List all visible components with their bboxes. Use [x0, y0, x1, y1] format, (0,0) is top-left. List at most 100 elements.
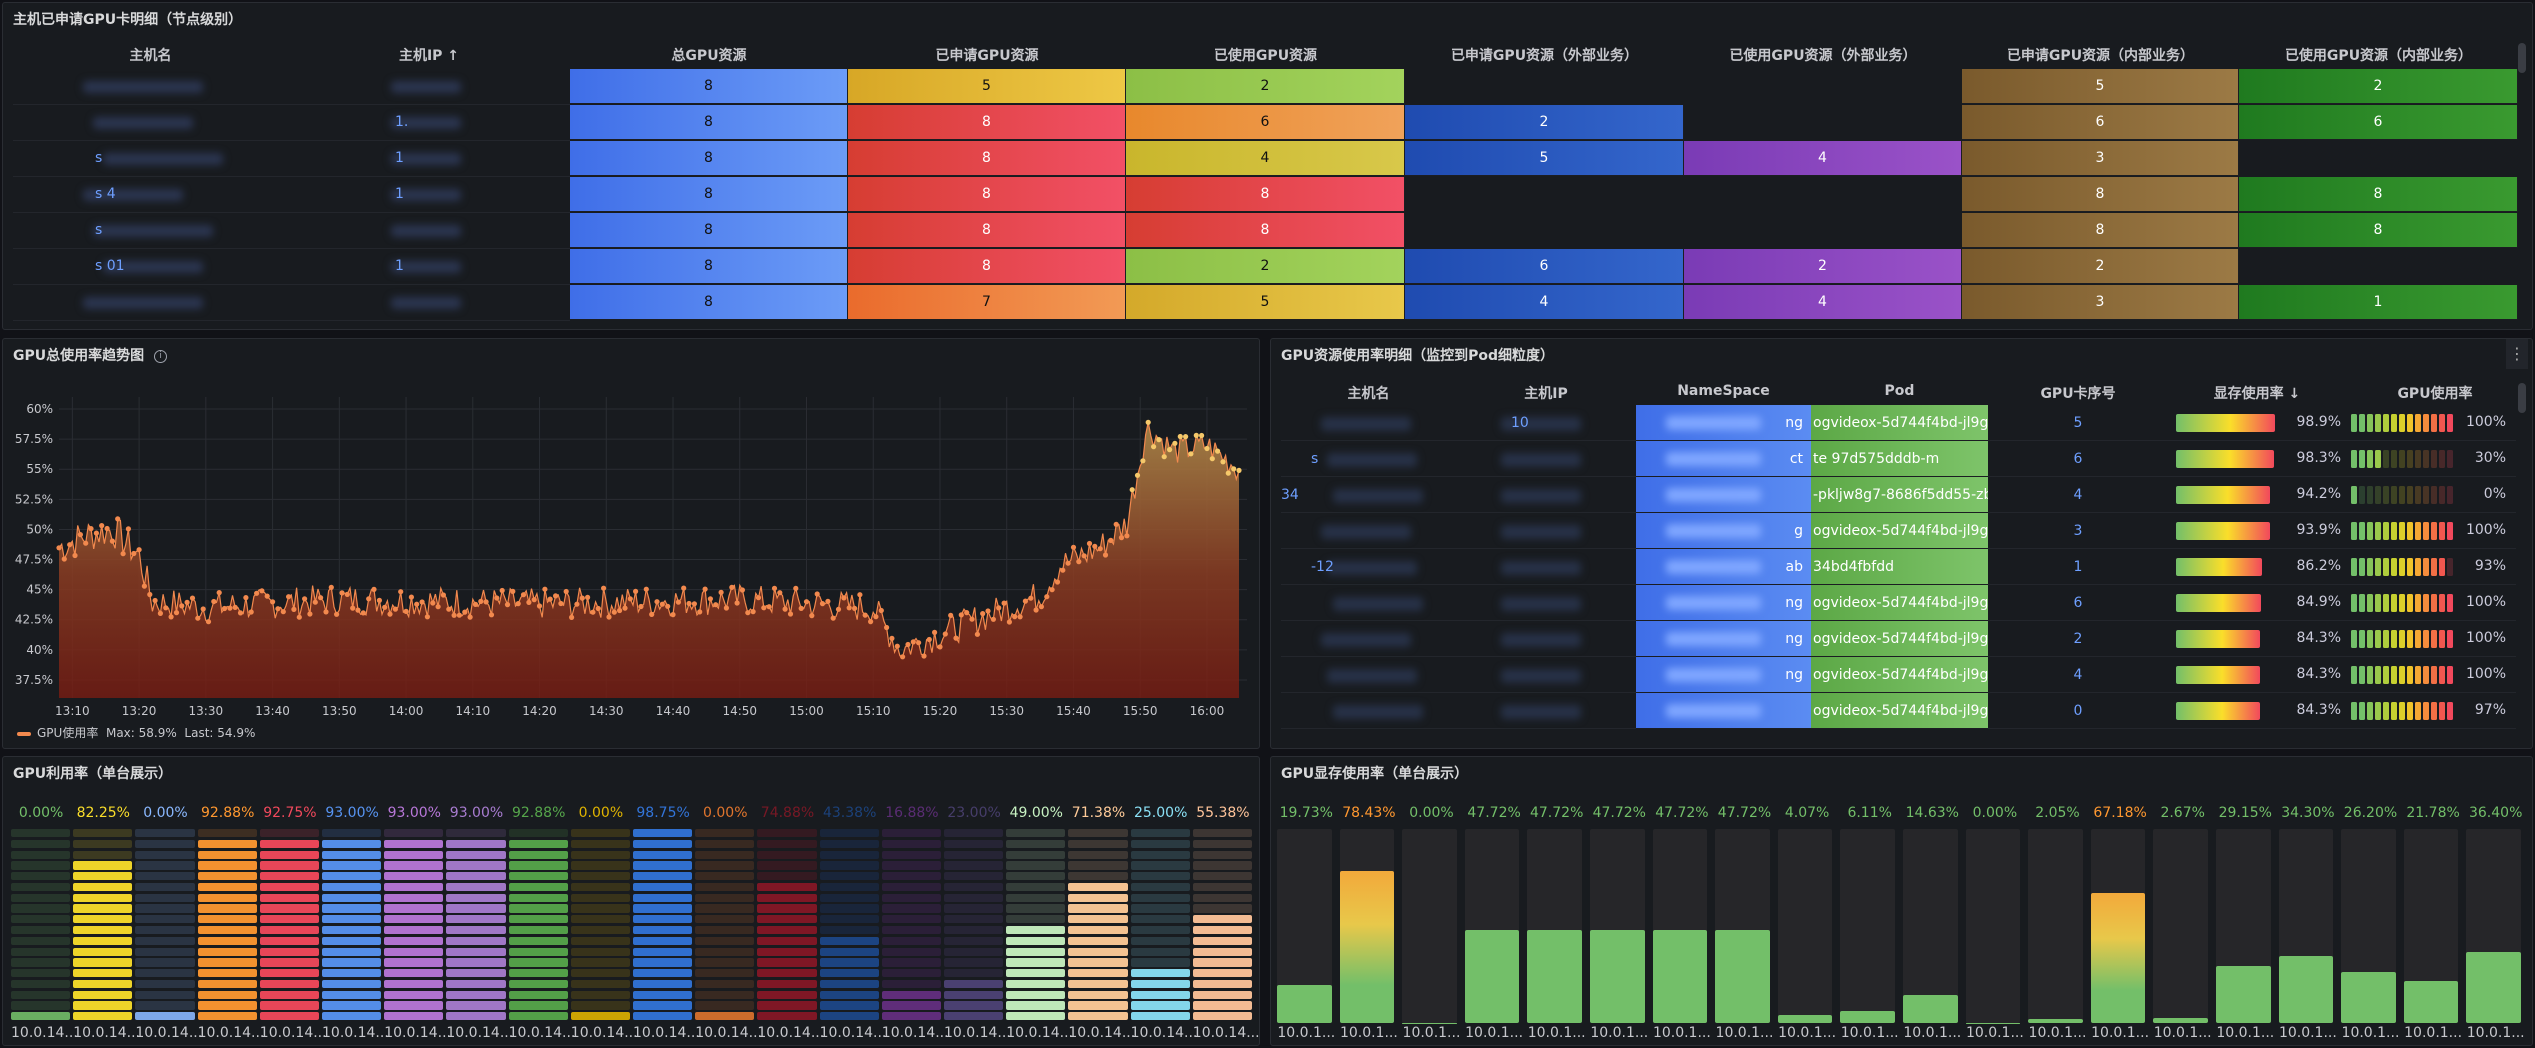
column-header[interactable]: 已申请GPU资源（外部业务）: [1450, 48, 1639, 64]
column-header[interactable]: 已使用GPU资源（内部业务）: [2284, 48, 2473, 64]
gpu-usage-gauge: [2351, 522, 2456, 540]
host-name-cell[interactable]: -12: [1311, 559, 1334, 575]
column-header[interactable]: GPU卡序号: [2040, 386, 2116, 402]
host-name-cell[interactable]: s: [95, 222, 103, 238]
host-label[interactable]: 10.0.1...: [1527, 1025, 1586, 1041]
pod-cell[interactable]: te 97d575dddb-m: [1811, 441, 1988, 477]
host-name-cell[interactable]: 34: [1281, 487, 1299, 503]
gauge-segment: [322, 1001, 382, 1010]
column-header[interactable]: NameSpace: [1677, 383, 1770, 399]
host-label[interactable]: 10.0.14...: [1130, 1025, 1198, 1041]
host-label[interactable]: 10.0.1...: [2091, 1025, 2150, 1041]
host-ip-cell[interactable]: 10: [1511, 415, 1529, 431]
host-label[interactable]: 10.0.14...: [197, 1025, 265, 1041]
host-name-cell[interactable]: s 01: [95, 258, 125, 274]
data-point: [1070, 544, 1077, 550]
gauge-segment: [2447, 486, 2453, 504]
column-header[interactable]: 主机名: [129, 48, 172, 64]
host-label[interactable]: 10.0.1...: [1840, 1025, 1899, 1041]
host-label[interactable]: 10.0.14...: [881, 1025, 949, 1041]
host-label[interactable]: 10.0.14...: [633, 1025, 700, 1041]
host-name-cell[interactable]: s: [95, 150, 103, 166]
column-header[interactable]: 显存使用率 ↓: [2213, 386, 2301, 402]
host-label[interactable]: 10.0.14...: [819, 1025, 887, 1041]
host-label[interactable]: 10.0.14...: [73, 1025, 140, 1041]
host-label[interactable]: 10.0.14...: [11, 1025, 78, 1041]
pod-cell[interactable]: ogvideox-5d744f4bd-jl9g: [1811, 513, 1988, 549]
host-label[interactable]: 10.0.1...: [1965, 1025, 2024, 1041]
host-label[interactable]: 10.0.14...: [757, 1025, 825, 1041]
host-ip-cell[interactable]: 1: [395, 186, 404, 202]
gauge-segment: [508, 893, 568, 902]
host-name-cell[interactable]: s: [1311, 451, 1319, 467]
host-label[interactable]: 10.0.1...: [1465, 1025, 1524, 1041]
host-label[interactable]: 10.0.1...: [1903, 1025, 1962, 1041]
host-label[interactable]: 10.0.14...: [944, 1025, 1011, 1041]
column-header[interactable]: GPU使用率: [2397, 386, 2473, 402]
host-label[interactable]: 10.0.14...: [259, 1025, 327, 1041]
host-ip-cell[interactable]: 1: [395, 150, 404, 166]
host-label[interactable]: 10.0.1...: [1402, 1025, 1461, 1041]
info-icon[interactable]: i: [154, 349, 168, 363]
column-header[interactable]: Pod: [1884, 383, 1915, 399]
gauge-segment: [1006, 872, 1066, 881]
pod-cell[interactable]: ogvideox-5d744f4bd-jl9g: [1811, 693, 1988, 729]
host-label[interactable]: 10.0.1...: [1715, 1025, 1774, 1041]
host-label[interactable]: 10.0.1...: [1652, 1025, 1711, 1041]
host-label[interactable]: 10.0.14...: [570, 1025, 638, 1041]
pod-cell[interactable]: ogvideox-5d744f4bd-jl9g: [1811, 657, 1988, 693]
utilization-bar: [73, 829, 133, 1023]
data-point: [1124, 533, 1130, 539]
utilization-bar: [695, 829, 755, 1023]
data-point: [622, 605, 628, 611]
gauge-segment: [2375, 666, 2381, 684]
host-label[interactable]: 10.0.14...: [1192, 1025, 1260, 1041]
host-label[interactable]: 10.0.1...: [2216, 1025, 2275, 1041]
host-label[interactable]: 10.0.1...: [1590, 1025, 1649, 1041]
host-label[interactable]: 10.0.1...: [1339, 1025, 1398, 1041]
host-label[interactable]: 10.0.14...: [695, 1025, 762, 1041]
pod-cell[interactable]: ogvideox-5d744f4bd-jl9g: [1811, 405, 1988, 441]
panel-menu-icon[interactable]: ⋮: [2506, 339, 2528, 369]
host-ip-cell[interactable]: 1: [395, 258, 404, 274]
column-header[interactable]: 已使用GPU资源（外部业务）: [1729, 48, 1917, 64]
host-label[interactable]: 10.0.1...: [2028, 1025, 2087, 1041]
host-label[interactable]: 10.0.14...: [135, 1025, 203, 1041]
pod-cell[interactable]: 34bd4fbfdd: [1811, 549, 1988, 585]
chart-legend[interactable]: GPU使用率 Max: 58.9% Last: 54.9%: [17, 724, 255, 741]
host-label[interactable]: 10.0.14...: [1068, 1025, 1136, 1041]
pod-cell[interactable]: ogvideox-5d744f4bd-jl9g: [1811, 621, 1988, 657]
host-label[interactable]: 10.0.14...: [508, 1025, 576, 1041]
pod-cell[interactable]: ogvideox-5d744f4bd-jl9g: [1811, 585, 1988, 621]
host-label[interactable]: 10.0.14...: [446, 1025, 514, 1041]
column-header[interactable]: 已使用GPU资源: [1213, 48, 1318, 64]
pod-cell[interactable]: -pkljw8g7-8686f5dd55-zb: [1811, 477, 1988, 513]
host-label[interactable]: 10.0.14...: [384, 1025, 451, 1041]
host-name-cell[interactable]: s 4: [95, 186, 116, 202]
host-label[interactable]: 10.0.1...: [2404, 1025, 2463, 1041]
host-label[interactable]: 10.0.1...: [2153, 1025, 2212, 1041]
host-label[interactable]: 10.0.14...: [322, 1025, 389, 1041]
data-point: [366, 596, 372, 602]
redacted-host: [83, 189, 183, 201]
table-scrollbar[interactable]: [2518, 43, 2526, 73]
host-label[interactable]: 10.0.1...: [2341, 1025, 2400, 1041]
data-point: [189, 595, 196, 601]
column-header[interactable]: 已申请GPU资源: [935, 48, 1039, 64]
column-header[interactable]: 主机名: [1347, 386, 1390, 402]
host-label[interactable]: 10.0.1...: [1778, 1025, 1837, 1041]
host-label[interactable]: 10.0.1...: [2278, 1025, 2337, 1041]
data-point: [286, 594, 292, 600]
host-label[interactable]: 10.0.14...: [1006, 1025, 1073, 1041]
gauge-segment: [2367, 666, 2373, 684]
table-scrollbar[interactable]: [2518, 383, 2526, 413]
host-label[interactable]: 10.0.1...: [1277, 1025, 1336, 1041]
redacted-host: [83, 297, 203, 309]
host-label[interactable]: 10.0.1...: [2466, 1025, 2525, 1041]
column-header[interactable]: 主机IP ↑: [398, 48, 460, 64]
trend-chart[interactable]: 60% 57.5% 55% 52.5% 50% 47.5% 45% 42.5% 40% 37.5%…: [3, 339, 1260, 749]
column-header[interactable]: 主机IP: [1524, 386, 1568, 402]
column-header[interactable]: 已申请GPU资源（内部业务）: [2006, 48, 2195, 64]
host-ip-cell[interactable]: 1.: [395, 114, 409, 130]
column-header[interactable]: 总GPU资源: [671, 48, 747, 64]
